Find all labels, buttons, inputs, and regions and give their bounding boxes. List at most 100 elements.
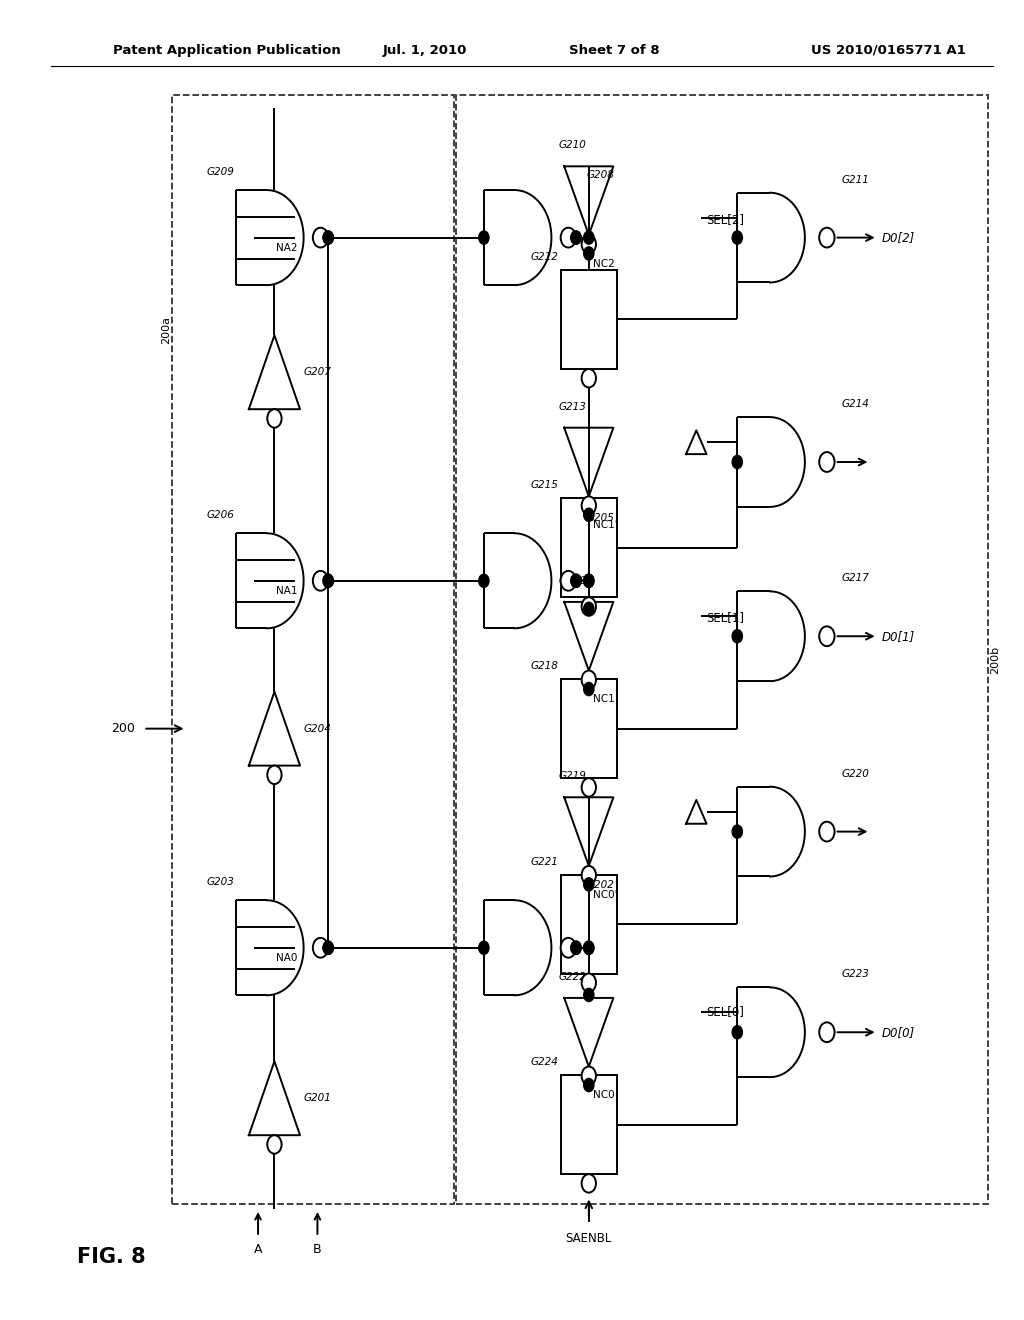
Text: SEL[1]: SEL[1] xyxy=(707,611,744,624)
Circle shape xyxy=(732,630,742,643)
Text: NA2: NA2 xyxy=(276,243,298,253)
Circle shape xyxy=(582,597,596,615)
Text: G224: G224 xyxy=(530,1057,559,1067)
Text: D0[1]: D0[1] xyxy=(882,630,914,643)
Circle shape xyxy=(479,231,489,244)
Circle shape xyxy=(479,941,489,954)
Text: G213: G213 xyxy=(559,401,587,412)
Text: Jul. 1, 2010: Jul. 1, 2010 xyxy=(383,44,467,57)
Bar xyxy=(561,678,616,777)
Circle shape xyxy=(571,231,582,244)
Circle shape xyxy=(584,941,594,954)
Circle shape xyxy=(267,1135,282,1154)
Circle shape xyxy=(819,627,835,645)
Text: G218: G218 xyxy=(530,661,559,671)
Text: 200a: 200a xyxy=(161,315,171,345)
Text: NA1: NA1 xyxy=(276,586,298,597)
Text: G216: G216 xyxy=(559,576,587,586)
Text: SEL[2]: SEL[2] xyxy=(707,213,744,226)
Text: G217: G217 xyxy=(842,573,869,583)
Text: Patent Application Publication: Patent Application Publication xyxy=(113,44,340,57)
Circle shape xyxy=(324,574,334,587)
Circle shape xyxy=(584,508,594,521)
Text: SAENBL: SAENBL xyxy=(565,1232,612,1245)
Circle shape xyxy=(819,227,835,248)
Circle shape xyxy=(732,455,742,469)
Text: G219: G219 xyxy=(559,771,587,781)
Circle shape xyxy=(571,574,582,587)
Circle shape xyxy=(582,974,596,993)
Text: 200b: 200b xyxy=(990,645,1000,675)
Bar xyxy=(561,874,616,974)
Circle shape xyxy=(313,227,328,248)
Circle shape xyxy=(324,231,334,244)
Text: G211: G211 xyxy=(842,174,869,185)
Text: 200: 200 xyxy=(112,722,135,735)
Text: US 2010/0165771 A1: US 2010/0165771 A1 xyxy=(811,44,967,57)
Bar xyxy=(561,271,616,368)
Text: NC2: NC2 xyxy=(593,259,614,269)
Text: D0[0]: D0[0] xyxy=(882,1026,914,1039)
Text: G207: G207 xyxy=(303,367,331,378)
Text: G221: G221 xyxy=(530,857,559,867)
Circle shape xyxy=(313,939,328,958)
Circle shape xyxy=(324,941,334,954)
Circle shape xyxy=(571,574,582,587)
Circle shape xyxy=(313,570,328,590)
Text: G202: G202 xyxy=(586,879,614,890)
Circle shape xyxy=(732,231,742,244)
Circle shape xyxy=(584,1078,594,1092)
Text: G214: G214 xyxy=(842,399,869,409)
Circle shape xyxy=(819,1022,835,1043)
Circle shape xyxy=(819,451,835,471)
Circle shape xyxy=(584,574,594,587)
Text: G204: G204 xyxy=(303,723,331,734)
Circle shape xyxy=(582,1067,596,1085)
Text: G209: G209 xyxy=(206,166,233,177)
Circle shape xyxy=(324,941,334,954)
Text: G220: G220 xyxy=(842,768,869,779)
Text: G208: G208 xyxy=(586,169,614,180)
Circle shape xyxy=(584,682,594,696)
Circle shape xyxy=(582,866,596,884)
Text: B: B xyxy=(313,1243,322,1257)
Circle shape xyxy=(571,941,582,954)
Circle shape xyxy=(324,231,334,244)
Text: NC0': NC0' xyxy=(593,890,617,900)
Text: SEL[0]: SEL[0] xyxy=(707,1005,744,1018)
Text: G203: G203 xyxy=(206,876,233,887)
Text: G215: G215 xyxy=(530,480,559,491)
Text: NC1: NC1 xyxy=(593,694,614,705)
Text: NA0: NA0 xyxy=(276,953,298,964)
Text: G212: G212 xyxy=(530,252,559,261)
Circle shape xyxy=(560,227,575,248)
Circle shape xyxy=(584,574,594,587)
Text: FIG. 8: FIG. 8 xyxy=(77,1246,145,1267)
Text: G210: G210 xyxy=(559,140,587,150)
Text: G206: G206 xyxy=(206,510,233,520)
Text: G222: G222 xyxy=(559,972,587,982)
Circle shape xyxy=(324,574,334,587)
Circle shape xyxy=(267,766,282,784)
Circle shape xyxy=(584,878,594,891)
Text: G205: G205 xyxy=(586,512,614,523)
Circle shape xyxy=(732,1026,742,1039)
Circle shape xyxy=(267,409,282,428)
Circle shape xyxy=(584,231,594,244)
Text: NC0: NC0 xyxy=(593,1090,614,1101)
Text: A: A xyxy=(254,1243,262,1257)
Circle shape xyxy=(582,496,596,515)
Circle shape xyxy=(582,777,596,796)
Text: G201: G201 xyxy=(303,1093,331,1104)
Text: Sheet 7 of 8: Sheet 7 of 8 xyxy=(569,44,659,57)
Circle shape xyxy=(582,235,596,253)
Circle shape xyxy=(582,368,596,388)
Circle shape xyxy=(571,941,582,954)
Circle shape xyxy=(584,989,594,1002)
Text: NC1': NC1' xyxy=(593,520,617,531)
Text: D0[2]: D0[2] xyxy=(882,231,914,244)
Circle shape xyxy=(560,570,575,590)
Circle shape xyxy=(584,602,594,615)
Circle shape xyxy=(584,247,594,260)
Bar xyxy=(561,499,616,597)
